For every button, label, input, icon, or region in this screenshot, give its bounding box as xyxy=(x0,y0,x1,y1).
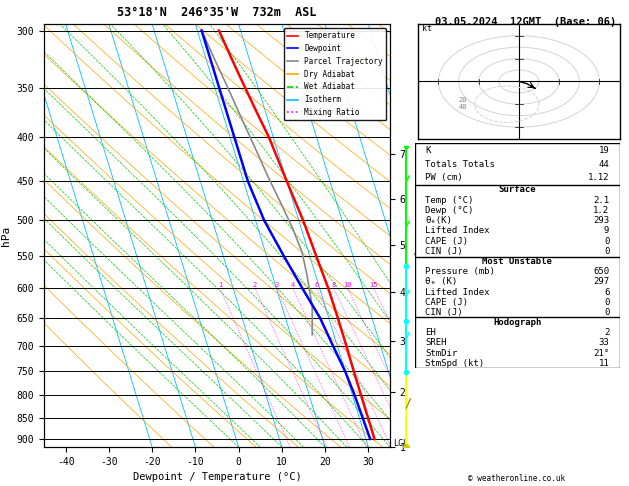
Text: Pressure (mb): Pressure (mb) xyxy=(425,267,495,277)
Text: kt: kt xyxy=(422,24,432,33)
Text: CIN (J): CIN (J) xyxy=(425,247,463,256)
Y-axis label: km
ASL: km ASL xyxy=(413,236,431,257)
Text: 03.05.2024  12GMT  (Base: 06): 03.05.2024 12GMT (Base: 06) xyxy=(435,17,616,27)
Text: 15: 15 xyxy=(369,282,378,288)
Text: 33: 33 xyxy=(599,338,610,347)
Text: StmSpd (kt): StmSpd (kt) xyxy=(425,359,484,368)
Text: Lifted Index: Lifted Index xyxy=(425,226,490,235)
Text: Most Unstable: Most Unstable xyxy=(482,257,552,266)
Text: 0: 0 xyxy=(604,308,610,317)
Text: PW (cm): PW (cm) xyxy=(425,174,463,182)
Text: 0: 0 xyxy=(604,247,610,256)
Text: 3: 3 xyxy=(275,282,279,288)
Text: Dewp (°C): Dewp (°C) xyxy=(425,206,474,215)
X-axis label: Dewpoint / Temperature (°C): Dewpoint / Temperature (°C) xyxy=(133,472,301,483)
Text: 40: 40 xyxy=(459,104,467,110)
Text: 9: 9 xyxy=(604,226,610,235)
Text: 21°: 21° xyxy=(593,348,610,358)
Text: Surface: Surface xyxy=(499,185,536,194)
Text: 1.2: 1.2 xyxy=(593,206,610,215)
Text: 1: 1 xyxy=(218,282,222,288)
FancyBboxPatch shape xyxy=(415,257,620,317)
Text: 2.1: 2.1 xyxy=(593,195,610,205)
Text: LCL: LCL xyxy=(394,438,408,448)
Text: 20: 20 xyxy=(459,97,467,103)
Text: CIN (J): CIN (J) xyxy=(425,308,463,317)
Text: SREH: SREH xyxy=(425,338,447,347)
Text: 44: 44 xyxy=(599,159,610,169)
Text: Totals Totals: Totals Totals xyxy=(425,159,495,169)
Text: 650: 650 xyxy=(593,267,610,277)
Text: CAPE (J): CAPE (J) xyxy=(425,237,469,246)
Text: 1.12: 1.12 xyxy=(588,174,610,182)
Text: 19: 19 xyxy=(599,146,610,155)
Text: Lifted Index: Lifted Index xyxy=(425,288,490,296)
Text: Hodograph: Hodograph xyxy=(493,318,542,327)
Text: θₑ(K): θₑ(K) xyxy=(425,216,452,225)
Text: 2: 2 xyxy=(604,328,610,337)
Text: 11: 11 xyxy=(599,359,610,368)
Legend: Temperature, Dewpoint, Parcel Trajectory, Dry Adiabat, Wet Adiabat, Isotherm, Mi: Temperature, Dewpoint, Parcel Trajectory… xyxy=(284,28,386,120)
Text: EH: EH xyxy=(425,328,436,337)
Text: 297: 297 xyxy=(593,278,610,286)
Text: Mixing Ratio (g/kg): Mixing Ratio (g/kg) xyxy=(442,185,451,287)
Text: StmDir: StmDir xyxy=(425,348,458,358)
Text: © weatheronline.co.uk: © weatheronline.co.uk xyxy=(469,474,565,483)
Text: 293: 293 xyxy=(593,216,610,225)
Text: 8: 8 xyxy=(331,282,336,288)
FancyBboxPatch shape xyxy=(415,185,620,257)
Text: 0: 0 xyxy=(604,237,610,246)
Text: θₑ (K): θₑ (K) xyxy=(425,278,458,286)
Text: K: K xyxy=(425,146,431,155)
Text: 0: 0 xyxy=(604,297,610,307)
Title: 53°18'N  246°35'W  732m  ASL: 53°18'N 246°35'W 732m ASL xyxy=(117,6,317,19)
Text: 6: 6 xyxy=(604,288,610,296)
Text: 2: 2 xyxy=(253,282,257,288)
FancyBboxPatch shape xyxy=(415,317,620,368)
Text: 6: 6 xyxy=(314,282,318,288)
Text: Temp (°C): Temp (°C) xyxy=(425,195,474,205)
Y-axis label: hPa: hPa xyxy=(1,226,11,246)
Text: CAPE (J): CAPE (J) xyxy=(425,297,469,307)
FancyBboxPatch shape xyxy=(415,143,620,185)
Text: 10: 10 xyxy=(343,282,352,288)
Text: 4: 4 xyxy=(291,282,295,288)
